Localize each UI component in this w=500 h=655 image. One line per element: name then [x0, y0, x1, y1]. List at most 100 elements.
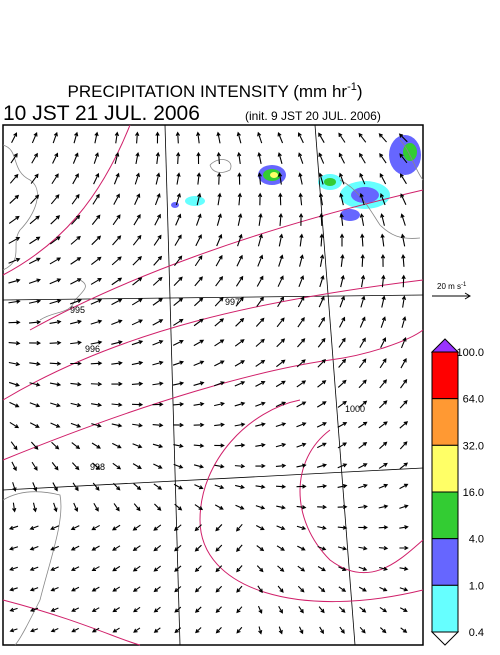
wind-vector	[31, 461, 38, 471]
wind-vector	[193, 381, 205, 386]
wind-vector	[236, 151, 242, 165]
wind-vector	[152, 340, 164, 346]
wind-vector	[8, 257, 21, 264]
rain-area	[185, 196, 205, 206]
wind-vector	[216, 172, 222, 185]
wind-vector	[378, 525, 389, 530]
wind-vector	[358, 463, 368, 469]
wind-vector	[319, 233, 324, 247]
rain-area	[171, 202, 179, 208]
wind-vector	[174, 544, 182, 552]
wind-vector	[360, 233, 365, 247]
wind-vector	[258, 626, 263, 635]
isobar	[199, 399, 424, 603]
wind-vector	[28, 278, 41, 284]
wind-vector	[255, 505, 266, 510]
wind-vector	[153, 586, 161, 593]
wind-vector	[378, 545, 389, 551]
wind-vector	[358, 525, 368, 530]
wind-vector	[90, 381, 103, 387]
wind-vector	[401, 254, 406, 267]
wind-vector	[337, 400, 347, 408]
wind-vector	[296, 505, 307, 510]
wind-vector	[29, 236, 41, 245]
wind-vector	[256, 525, 265, 531]
wind-vector	[215, 275, 224, 287]
wind-vector	[298, 172, 303, 185]
wind-vector	[256, 296, 264, 307]
wind-vector	[278, 254, 284, 267]
wind-vector	[112, 482, 121, 491]
wind-vector	[28, 320, 42, 325]
wind-vector	[28, 299, 42, 304]
wind-vector	[194, 606, 202, 613]
wind-vector	[113, 503, 120, 512]
wind-vector	[49, 278, 62, 285]
wind-vector	[339, 295, 345, 308]
wind-vector	[152, 423, 164, 428]
wind-vector	[173, 422, 184, 428]
wind-vector	[73, 131, 79, 144]
wind-scale-label: 20 m s-1	[437, 282, 467, 291]
wind-vector	[297, 132, 304, 144]
wind-vector	[296, 463, 307, 468]
wind-vector	[359, 316, 366, 328]
wind-vector	[111, 402, 123, 407]
wind-vector	[50, 194, 60, 205]
wind-vector	[298, 626, 304, 635]
wind-vector	[215, 254, 223, 267]
wind-vector	[236, 131, 242, 144]
wind-vector	[134, 172, 140, 185]
wind-vector	[51, 173, 59, 185]
wind-vector	[29, 257, 41, 265]
wind-vector	[276, 525, 286, 531]
wind-vector	[194, 585, 202, 593]
wind-vector	[276, 545, 285, 551]
rain-area	[403, 143, 417, 161]
wind-vector	[91, 627, 100, 633]
colorbar-label: 1.0	[469, 580, 484, 592]
wind-vector	[379, 400, 388, 409]
wind-vector	[175, 192, 181, 206]
wind-vector	[255, 359, 266, 367]
wind-vector	[51, 441, 60, 450]
wind-scale-exponent: -1	[461, 282, 467, 288]
wind-vector	[29, 607, 39, 612]
wind-vector	[297, 565, 306, 572]
wind-vector	[70, 382, 82, 387]
wind-vector	[152, 443, 164, 449]
rain-area	[270, 172, 278, 178]
wind-vector	[8, 299, 21, 304]
wind-vector	[8, 278, 21, 284]
wind-vector	[318, 295, 325, 308]
wind-vector	[152, 319, 164, 326]
wind-vector	[132, 443, 143, 449]
wind-vector	[132, 463, 142, 469]
wind-vector	[379, 358, 387, 369]
wind-vector	[358, 566, 368, 571]
wind-vector	[113, 172, 120, 185]
wind-vector	[318, 172, 324, 185]
wind-vector	[49, 340, 62, 346]
wind-vector	[154, 503, 162, 511]
wind-vector	[72, 482, 79, 492]
wind-vector	[72, 173, 79, 185]
wind-vector	[236, 565, 243, 573]
wind-vector	[70, 545, 80, 551]
wind-vector	[399, 545, 409, 551]
wind-vector	[29, 525, 39, 531]
wind-vector	[153, 483, 163, 490]
colorbar-label: 100.0	[456, 347, 484, 359]
wind-vector	[52, 131, 58, 144]
wind-vector	[173, 318, 184, 326]
wind-vector	[358, 483, 368, 489]
wind-vector	[399, 400, 408, 409]
wind-vector	[71, 607, 80, 612]
colorbar-label: 16.0	[463, 487, 484, 499]
wind-vector	[277, 296, 285, 308]
wind-vector	[131, 360, 144, 366]
wind-vector	[400, 627, 408, 633]
wind-vector	[275, 484, 287, 489]
wind-vector	[360, 254, 365, 267]
